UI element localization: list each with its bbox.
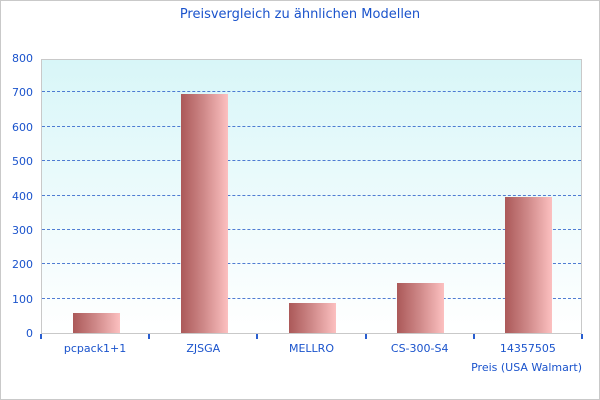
xtick-mark [364,334,367,339]
xcat-label-CS-300-S4: CS-300-S4 [390,342,449,355]
gridline-700 [42,91,581,93]
bar-pcpack1+1 [72,312,120,333]
x-axis-title: Preis (USA Walmart) [471,361,582,374]
xtick-mark [256,334,259,339]
bar-14357505 [505,196,553,333]
bar-MELLRO [289,303,336,333]
ytick-label-500: 500 [12,155,33,169]
xtick-mark [148,334,151,339]
xtick-mark [472,334,475,339]
bar-ZJSGA [180,94,228,333]
ytick-label-400: 400 [12,189,33,203]
gridline-100 [42,297,581,299]
bar-CS-300-S4 [397,282,445,333]
gridline-300 [42,228,581,230]
gridline-200 [42,263,581,265]
ytick-label-300: 300 [12,223,33,237]
xcat-label-ZJSGA: ZJSGA [186,342,221,355]
ytick-label-600: 600 [12,120,33,134]
plot-area [41,59,582,334]
chart-title: Preisvergleich zu ähnlichen Modellen [179,7,421,22]
xcat-label-14357505: 14357505 [499,342,556,355]
gridline-500 [42,160,581,162]
ytick-label-100: 100 [12,292,33,306]
gridline-600 [42,125,581,127]
xtick-mark [40,334,42,339]
ytick-label-200: 200 [12,258,33,272]
xtick-mark [581,334,583,339]
gridline-400 [42,194,581,196]
xcat-label-MELLRO: MELLRO [288,342,334,355]
ytick-label-800: 800 [12,52,33,65]
ytick-label-700: 700 [12,86,33,100]
ytick-label-0: 0 [26,327,33,340]
xcat-label-pcpack1+1: pcpack1+1 [63,342,127,355]
